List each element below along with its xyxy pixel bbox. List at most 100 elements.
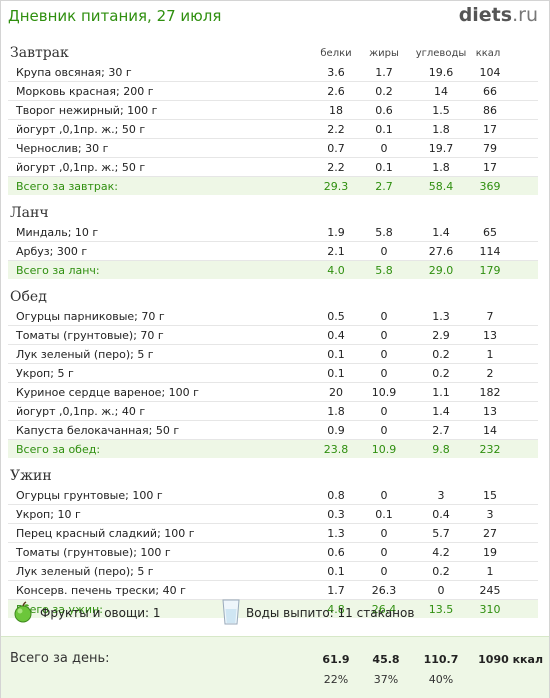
food-fat: 0: [380, 527, 388, 540]
food-carbs: 5.7: [432, 527, 450, 540]
food-name: Консерв. печень трески; 40 г: [16, 584, 186, 597]
food-row[interactable]: йогурт ,0,1пр. ж.; 40 г 1.8 0 1.4 13: [8, 402, 538, 421]
food-fat: 0: [380, 424, 388, 437]
food-name: Томаты (грунтовые); 100 г: [16, 546, 171, 559]
food-name: Творог нежирный; 100 г: [16, 104, 158, 117]
food-row[interactable]: Укроп; 5 г 0.1 0 0.2 2: [8, 364, 538, 383]
section-gap: [8, 279, 538, 287]
food-row[interactable]: йогурт ,0,1пр. ж.; 50 г 2.2 0.1 1.8 17: [8, 120, 538, 139]
food-row[interactable]: Перец красный сладкий; 100 г 1.3 0 5.7 27: [8, 524, 538, 543]
day-fat-pct: 37%: [373, 673, 399, 686]
food-row[interactable]: Лук зеленый (перо); 5 г 0.1 0 0.2 1: [8, 345, 538, 364]
meal-header: Завтрак белки жиры углеводы ккал: [8, 43, 538, 63]
meal-total-label: Всего за ужин:: [16, 603, 103, 616]
total-carbs: 29.0: [428, 264, 454, 277]
food-kcal: 104: [479, 66, 501, 79]
food-fat: 0: [380, 348, 388, 361]
meal-title: Обед: [10, 289, 47, 305]
food-kcal: 182: [479, 386, 501, 399]
food-kcal: 13: [483, 329, 497, 342]
food-carbs: 1.3: [432, 310, 450, 323]
apple-icon: [14, 601, 32, 623]
food-row[interactable]: Огурцы парниковые; 70 г 0.5 0 1.3 7: [8, 307, 538, 326]
food-fat: 10.9: [371, 386, 397, 399]
food-name: Укроп; 5 г: [16, 367, 74, 380]
food-protein: 0.5: [327, 310, 345, 323]
food-name: Чернослив; 30 г: [16, 142, 109, 155]
food-fat: 0: [380, 489, 388, 502]
meal-header: Ланч: [8, 203, 538, 223]
column-header-fat: жиры: [369, 48, 399, 59]
food-row[interactable]: Чернослив; 30 г 0.7 0 19.7 79: [8, 139, 538, 158]
food-name: Лук зеленый (перо); 5 г: [16, 348, 154, 361]
day-total-label: Всего за день:: [10, 651, 110, 666]
food-carbs: 0: [437, 584, 445, 597]
food-carbs: 0.2: [432, 367, 450, 380]
total-kcal: 369: [479, 180, 501, 193]
food-protein: 0.6: [327, 546, 345, 559]
meal-total-row: Всего за ланч: 4.0 5.8 29.0 179: [8, 261, 538, 279]
day-carbs-pct: 40%: [428, 673, 454, 686]
food-row[interactable]: Томаты (грунтовые); 100 г 0.6 0 4.2 19: [8, 543, 538, 562]
food-protein: 2.6: [327, 85, 345, 98]
food-row[interactable]: Крупа овсяная; 30 г 3.6 1.7 19.6 104: [8, 63, 538, 82]
meal-header: Ужин: [8, 466, 538, 486]
logo-tld: .ru: [512, 4, 538, 26]
food-protein: 1.9: [327, 226, 345, 239]
food-name: Куриное сердце вареное; 100 г: [16, 386, 199, 399]
food-row[interactable]: Томаты (грунтовые); 70 г 0.4 0 2.9 13: [8, 326, 538, 345]
food-carbs: 2.9: [432, 329, 450, 342]
food-protein: 2.2: [327, 123, 345, 136]
food-carbs: 3: [437, 489, 445, 502]
day-fat: 45.8: [372, 653, 400, 666]
column-header-protein: белки: [320, 48, 352, 59]
food-fat: 26.3: [371, 584, 397, 597]
meal-total-row: Всего за завтрак: 29.3 2.7 58.4 369: [8, 177, 538, 195]
food-carbs: 2.7: [432, 424, 450, 437]
food-row[interactable]: Огурцы грунтовые; 100 г 0.8 0 3 15: [8, 486, 538, 505]
food-name: Укроп; 10 г: [16, 508, 81, 521]
food-row[interactable]: Укроп; 10 г 0.3 0.1 0.4 3: [8, 505, 538, 524]
glass-icon: [222, 599, 240, 625]
food-row[interactable]: Морковь красная; 200 г 2.6 0.2 14 66: [8, 82, 538, 101]
food-row[interactable]: Миндаль; 10 г 1.9 5.8 1.4 65: [8, 223, 538, 242]
day-kcal: 1090 ккал: [478, 653, 543, 666]
food-kcal: 79: [483, 142, 497, 155]
food-row[interactable]: Куриное сердце вареное; 100 г 20 10.9 1.1 18…: [8, 383, 538, 402]
food-row[interactable]: Капуста белокачанная; 50 г 0.9 0 2.7 14: [8, 421, 538, 440]
food-kcal: 3: [486, 508, 494, 521]
food-carbs: 1.5: [432, 104, 450, 117]
food-row[interactable]: Лук зеленый (перо); 5 г 0.1 0 0.2 1: [8, 562, 538, 581]
food-kcal: 245: [479, 584, 501, 597]
food-protein: 0.1: [327, 367, 345, 380]
food-carbs: 19.6: [428, 66, 454, 79]
food-name: Крупа овсяная; 30 г: [16, 66, 132, 79]
food-kcal: 17: [483, 161, 497, 174]
food-protein: 1.3: [327, 527, 345, 540]
food-row[interactable]: Арбуз; 300 г 2.1 0 27.6 114: [8, 242, 538, 261]
food-protein: 0.8: [327, 489, 345, 502]
food-kcal: 1: [486, 348, 494, 361]
day-total-box: Всего за день: 61.9 45.8 110.7 1090 ккал…: [1, 636, 549, 698]
total-protein: 4.8: [327, 603, 345, 616]
section-gap: [8, 195, 538, 203]
food-kcal: 2: [486, 367, 494, 380]
food-row[interactable]: Консерв. печень трески; 40 г 1.7 26.3 0 245: [8, 581, 538, 600]
food-name: Огурцы грунтовые; 100 г: [16, 489, 163, 502]
food-protein: 0.3: [327, 508, 345, 521]
site-logo[interactable]: diets.ru: [459, 4, 538, 26]
food-fat: 0: [380, 367, 388, 380]
food-kcal: 1: [486, 565, 494, 578]
food-name: Морковь красная; 200 г: [16, 85, 154, 98]
food-name: Перец красный сладкий; 100 г: [16, 527, 195, 540]
total-fat: 10.9: [371, 443, 397, 456]
meal-total-label: Всего за ланч:: [16, 264, 100, 277]
food-row[interactable]: Творог нежирный; 100 г 18 0.6 1.5 86: [8, 101, 538, 120]
food-row[interactable]: йогурт ,0,1пр. ж.; 50 г 2.2 0.1 1.8 17: [8, 158, 538, 177]
food-protein: 20: [329, 386, 343, 399]
day-carbs: 110.7: [423, 653, 459, 666]
food-kcal: 66: [483, 85, 497, 98]
food-fat: 0: [380, 565, 388, 578]
food-kcal: 7: [486, 310, 494, 323]
food-fat: 5.8: [375, 226, 393, 239]
